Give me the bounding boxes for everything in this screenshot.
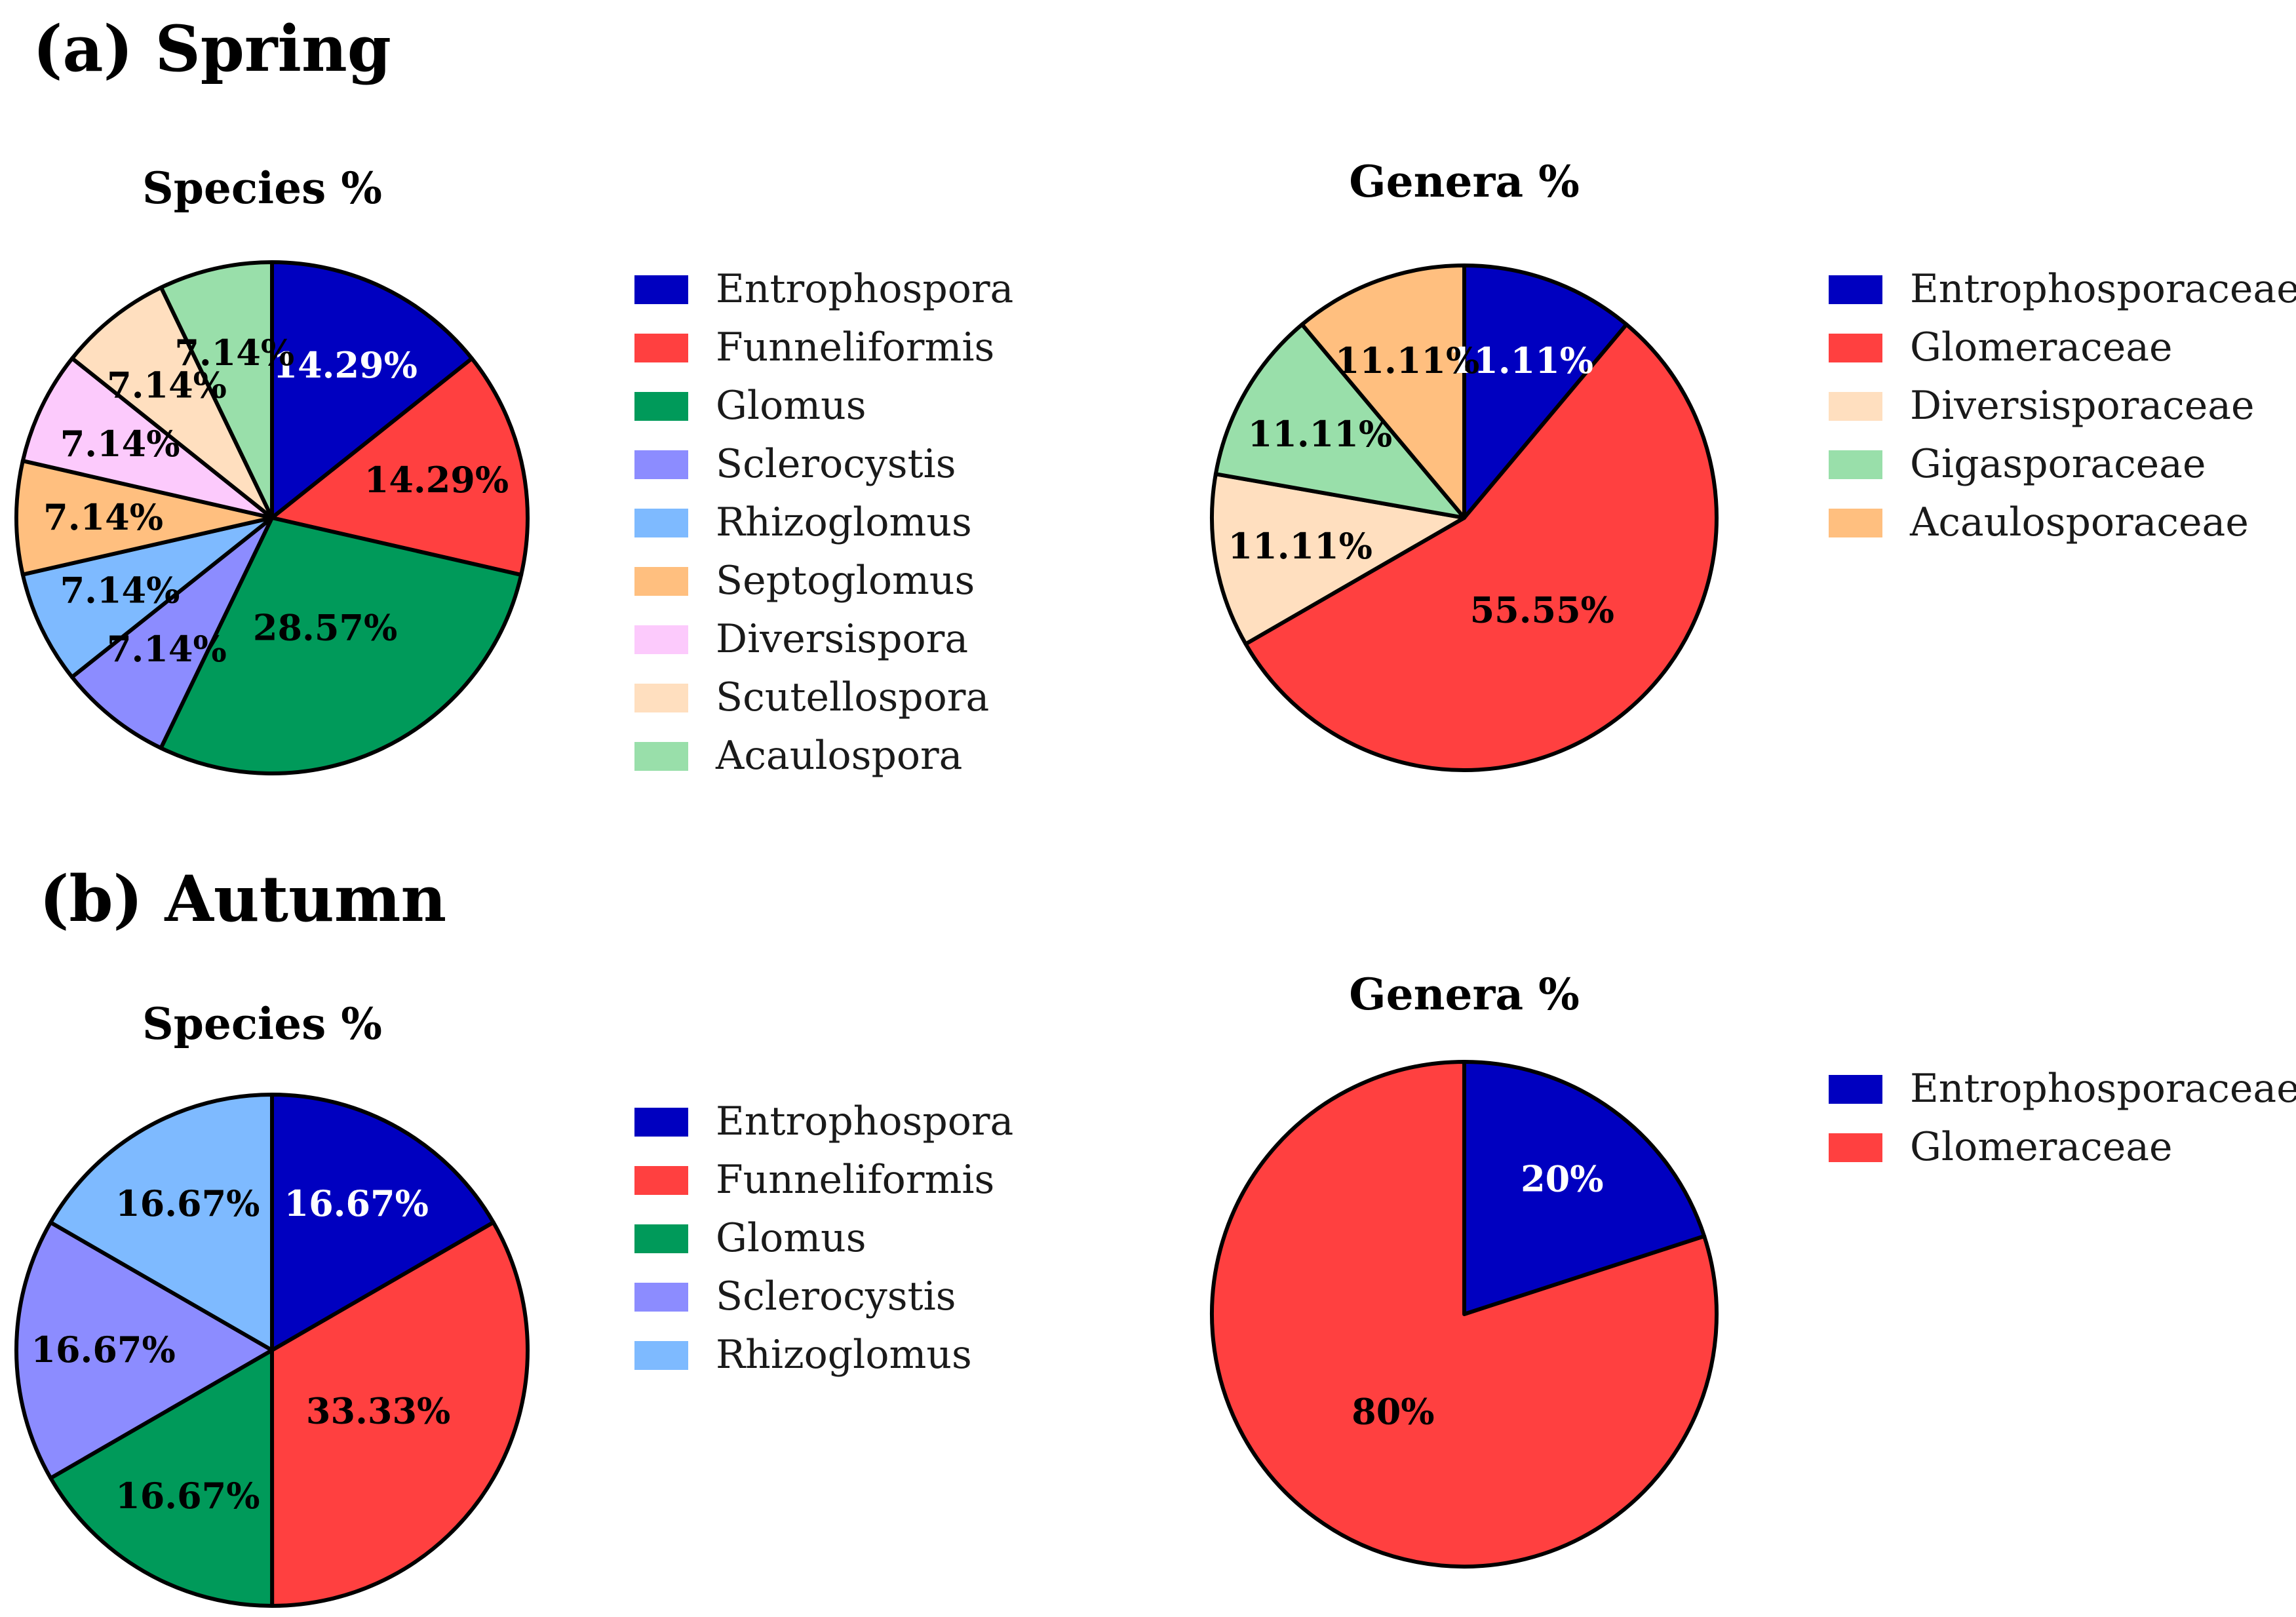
slice-label-entrophospora: 16.67% bbox=[284, 1182, 429, 1224]
slice-label-funneliformis: 33.33% bbox=[306, 1390, 450, 1432]
pie-chart-autumn-genera: Genera % 20% 80% Entrophosporaceae Glomera… bbox=[1210, 969, 2296, 1568]
legend-swatch-rhizoglomus bbox=[634, 1341, 688, 1370]
slice-label-glomus: 16.67% bbox=[115, 1475, 260, 1517]
legend-label-entrophosporaceae: Entrophosporaceae bbox=[1910, 1066, 2296, 1112]
slice-label-glomeraceae: 80% bbox=[1352, 1391, 1434, 1433]
slice-label-acaulosporaceae: 11.11% bbox=[1335, 340, 1479, 381]
legend-swatch-rhizoglomus bbox=[634, 509, 688, 537]
pie-slice-entrophosporaceae bbox=[1462, 263, 1629, 520]
legend-label-glomeraceae: Glomeraceae bbox=[1910, 1124, 2173, 1170]
legend-swatch-sclerocystis bbox=[634, 450, 688, 479]
pie-slice-scutellospora bbox=[70, 285, 274, 520]
legend-swatch-acaulospora bbox=[634, 742, 688, 771]
pie-slice-glomeraceae bbox=[1210, 1060, 1719, 1568]
legend-swatch-diversisporaceae bbox=[1829, 392, 1882, 421]
pie-slice-entrophospora bbox=[270, 1093, 496, 1352]
pie-slice-sclerocystis bbox=[14, 1220, 274, 1481]
legend-label-diversispora: Diversispora bbox=[716, 616, 968, 662]
pie-slice-sclerocystis bbox=[69, 516, 274, 750]
pie-chart-spring-species: Species % 14.29%14.29%28.57%7.14%7.14%7.… bbox=[14, 163, 1013, 779]
slice-label-diversisporaceae: 11.11% bbox=[1228, 525, 1372, 567]
legend-label-rhizoglomus: Rhizoglomus bbox=[716, 1332, 972, 1378]
legend-label-rhizoglomus: Rhizoglomus bbox=[716, 499, 972, 545]
pie-slice-entrophospora bbox=[270, 260, 475, 520]
chart-title-autumn-genera: Genera % bbox=[1349, 969, 1580, 1020]
legend-label-entrophospora: Entrophospora bbox=[716, 1099, 1013, 1144]
slice-label-gigasporaceae: 11.11% bbox=[1248, 413, 1392, 455]
legend-label-acaulosporaceae: Acaulosporaceae bbox=[1909, 499, 2249, 545]
legend-label-sclerocystis: Sclerocystis bbox=[716, 1274, 956, 1319]
legend-swatch-septoglomus bbox=[634, 567, 688, 596]
pie-slice-septoglomus bbox=[14, 459, 274, 577]
pie-slice-diversisporaceae bbox=[1210, 472, 1466, 646]
pie-slice-glomus bbox=[159, 516, 524, 775]
legend-label-gigasporaceae: Gigasporaceae bbox=[1910, 441, 2206, 487]
slice-label-sclerocystis: 16.67% bbox=[31, 1329, 175, 1371]
legend-label-funneliformis: Funneliformis bbox=[716, 1157, 994, 1203]
legend-swatch-funneliformis bbox=[634, 334, 688, 362]
legend-swatch-glomus bbox=[634, 1224, 688, 1253]
legend-swatch-glomeraceae bbox=[1829, 1133, 1882, 1162]
legend-swatch-funneliformis bbox=[634, 1166, 688, 1195]
legend-swatch-diversispora bbox=[634, 625, 688, 654]
legend-label-acaulospora: Acaulospora bbox=[715, 733, 962, 779]
pie-slice-rhizoglomus bbox=[49, 1093, 274, 1352]
slice-label-glomus: 28.57% bbox=[253, 607, 397, 649]
pie-chart-autumn-species: Species % 16.67% 33.33% 16.67% 16.67% 16.67%… bbox=[14, 998, 1013, 1608]
pie-slice-rhizoglomus bbox=[20, 516, 274, 679]
pie-slice-diversispora bbox=[20, 356, 274, 520]
slice-label-acaulospora: 7.14% bbox=[174, 332, 294, 374]
slice-label-septoglomus: 7.14% bbox=[43, 496, 163, 538]
chart-title-spring-genera: Genera % bbox=[1349, 156, 1580, 207]
legend-swatch-entrophosporaceae bbox=[1829, 1075, 1882, 1104]
legend-label-funneliformis: Funneliformis bbox=[716, 324, 994, 370]
legend-label-glomus: Glomus bbox=[716, 1215, 866, 1261]
legend-swatch-entrophospora bbox=[634, 275, 688, 304]
slice-label-rhizoglomus: 7.14% bbox=[60, 570, 180, 612]
legend-label-diversisporaceae: Diversisporaceae bbox=[1910, 383, 2255, 429]
pie-slice-funneliformis bbox=[270, 1220, 530, 1608]
pie-slice-entrophosporaceae bbox=[1462, 1060, 1707, 1316]
legend-swatch-glomus bbox=[634, 392, 688, 421]
slice-label-entrophosporaceae: 11.11% bbox=[1449, 340, 1593, 381]
legend-label-glomus: Glomus bbox=[716, 383, 866, 429]
legend-label-sclerocystis: Sclerocystis bbox=[716, 441, 956, 487]
section-title-autumn: (b) Autumn bbox=[39, 862, 446, 936]
slice-label-entrophospora: 14.29% bbox=[273, 344, 418, 386]
legend-label-septoglomus: Septoglomus bbox=[716, 558, 975, 604]
pie-slice-funneliformis bbox=[270, 356, 530, 577]
legend-swatch-glomeraceae bbox=[1829, 334, 1882, 362]
slice-label-rhizoglomus: 16.67% bbox=[115, 1182, 260, 1224]
section-title-spring: (a) Spring bbox=[33, 12, 391, 86]
pie-slice-glomeraceae bbox=[1243, 322, 1719, 773]
pie-slice-glomus bbox=[49, 1348, 275, 1608]
chart-title-autumn-species: Species % bbox=[142, 998, 382, 1049]
legend-label-entrophosporaceae: Entrophosporaceae bbox=[1910, 266, 2296, 312]
slice-label-diversispora: 7.14% bbox=[60, 423, 180, 465]
pie-slice-gigasporaceae bbox=[1213, 322, 1466, 520]
slice-label-funneliformis: 14.29% bbox=[364, 459, 509, 501]
slice-label-scutellospora: 7.14% bbox=[107, 364, 227, 406]
legend-swatch-entrophosporaceae bbox=[1829, 275, 1882, 304]
pie-chart-spring-genera: Genera % 11.11%55.55%11.11%11.11%11.11% … bbox=[1210, 156, 2296, 773]
legend-swatch-sclerocystis bbox=[634, 1283, 688, 1312]
legend-label-scutellospora: Scutellospora bbox=[716, 674, 989, 720]
slice-label-glomeraceae: 55.55% bbox=[1470, 589, 1614, 631]
legend-swatch-gigasporaceae bbox=[1829, 450, 1882, 479]
slice-label-sclerocystis: 7.14% bbox=[107, 628, 227, 670]
legend-label-glomeraceae: Glomeraceae bbox=[1910, 324, 2173, 370]
legend-swatch-entrophospora bbox=[634, 1108, 688, 1137]
pie-slice-acaulospora bbox=[159, 260, 274, 520]
slice-label-entrophosporaceae: 20% bbox=[1521, 1158, 1603, 1199]
pie-slice-acaulosporaceae bbox=[1300, 263, 1466, 520]
legend-swatch-acaulosporaceae bbox=[1829, 509, 1882, 537]
chart-title-spring-species: Species % bbox=[142, 163, 382, 214]
legend-label-entrophospora: Entrophospora bbox=[716, 266, 1013, 312]
legend-swatch-scutellospora bbox=[634, 684, 688, 712]
